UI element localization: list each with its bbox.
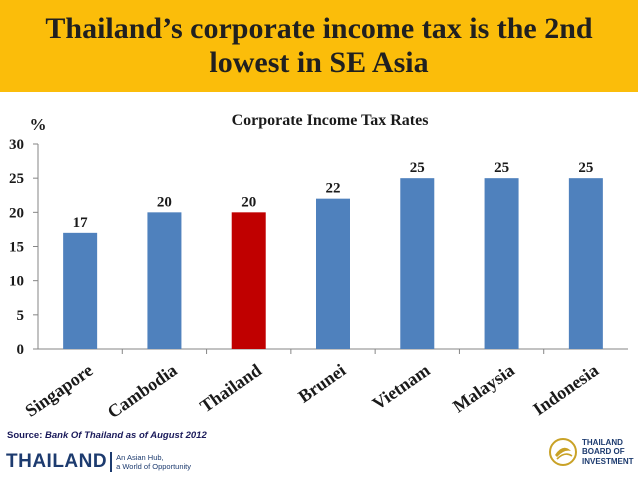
y-tick-label: 10 [9,274,24,290]
data-label: 17 [73,215,89,231]
bar-singapore [63,232,98,349]
y-tick-label: 25 [9,171,24,187]
thailand-logo: THAILAND [6,451,108,472]
x-tick-label: Cambodia [104,360,181,422]
bar-cambodia [147,212,182,349]
thailand-brand: THAILAND An Asian Hub, a World of Opport… [6,451,191,473]
boi-emblem-icon [549,438,577,466]
logo-divider [110,452,113,472]
boi-line-1: THAILAND [582,437,623,447]
y-tick-label: 15 [9,240,24,256]
tagline: An Asian Hub, a World of Opportunity [116,453,191,471]
y-tick-label: 20 [9,205,24,221]
x-tick-label: Thailand [196,360,265,417]
boi-brand: THAILAND BOARD OF INVESTMENT [548,437,634,467]
y-axis-label: % [30,115,47,134]
source-text: Bank Of Thailand as of August 2012 [45,430,207,441]
data-label: 22 [326,181,341,197]
tagline-line-2: a World of Opportunity [116,462,192,471]
boi-name: THAILAND BOARD OF INVESTMENT [582,438,634,467]
source-label: Source: [7,430,43,441]
chart-title: Corporate Income Tax Rates [232,112,429,129]
data-label: 25 [410,160,425,176]
data-label: 20 [241,194,256,210]
plot-area: 0 5 10 15 20 25 30 17 Singapore 20 Cambodia 20 Thail… [9,137,628,422]
x-tick-label: Malaysia [449,360,518,417]
bar-thailand [231,212,266,349]
title-banner: Thailand’s corporate income tax is the 2… [0,0,638,92]
bar-indonesia [568,178,603,349]
y-tick-label: 30 [9,137,24,153]
x-tick-label: Brunei [294,360,349,407]
slide-title: Thailand’s corporate income tax is the 2… [45,12,593,79]
bar-chart: Corporate Income Tax Rates % 0 5 10 15 20 25 3… [9,112,628,422]
x-tick-label: Singapore [21,360,96,421]
y-tick-label: 5 [17,308,25,324]
tagline-line-1: An Asian Hub, [116,453,164,462]
bar-brunei [316,198,350,349]
data-label: 25 [494,160,509,176]
boi-line-3: INVESTMENT [582,456,634,466]
y-tick-label: 0 [17,342,25,358]
x-tick-label: Vietnam [369,360,434,414]
data-label: 20 [157,194,172,210]
bar-malaysia [484,178,519,349]
source-note: Source: Bank Of Thailand as of August 20… [7,430,207,441]
x-tick-label: Indonesia [529,360,602,419]
boi-line-2: BOARD OF [582,447,625,457]
bar-vietnam [400,178,435,349]
data-label: 25 [578,160,593,176]
